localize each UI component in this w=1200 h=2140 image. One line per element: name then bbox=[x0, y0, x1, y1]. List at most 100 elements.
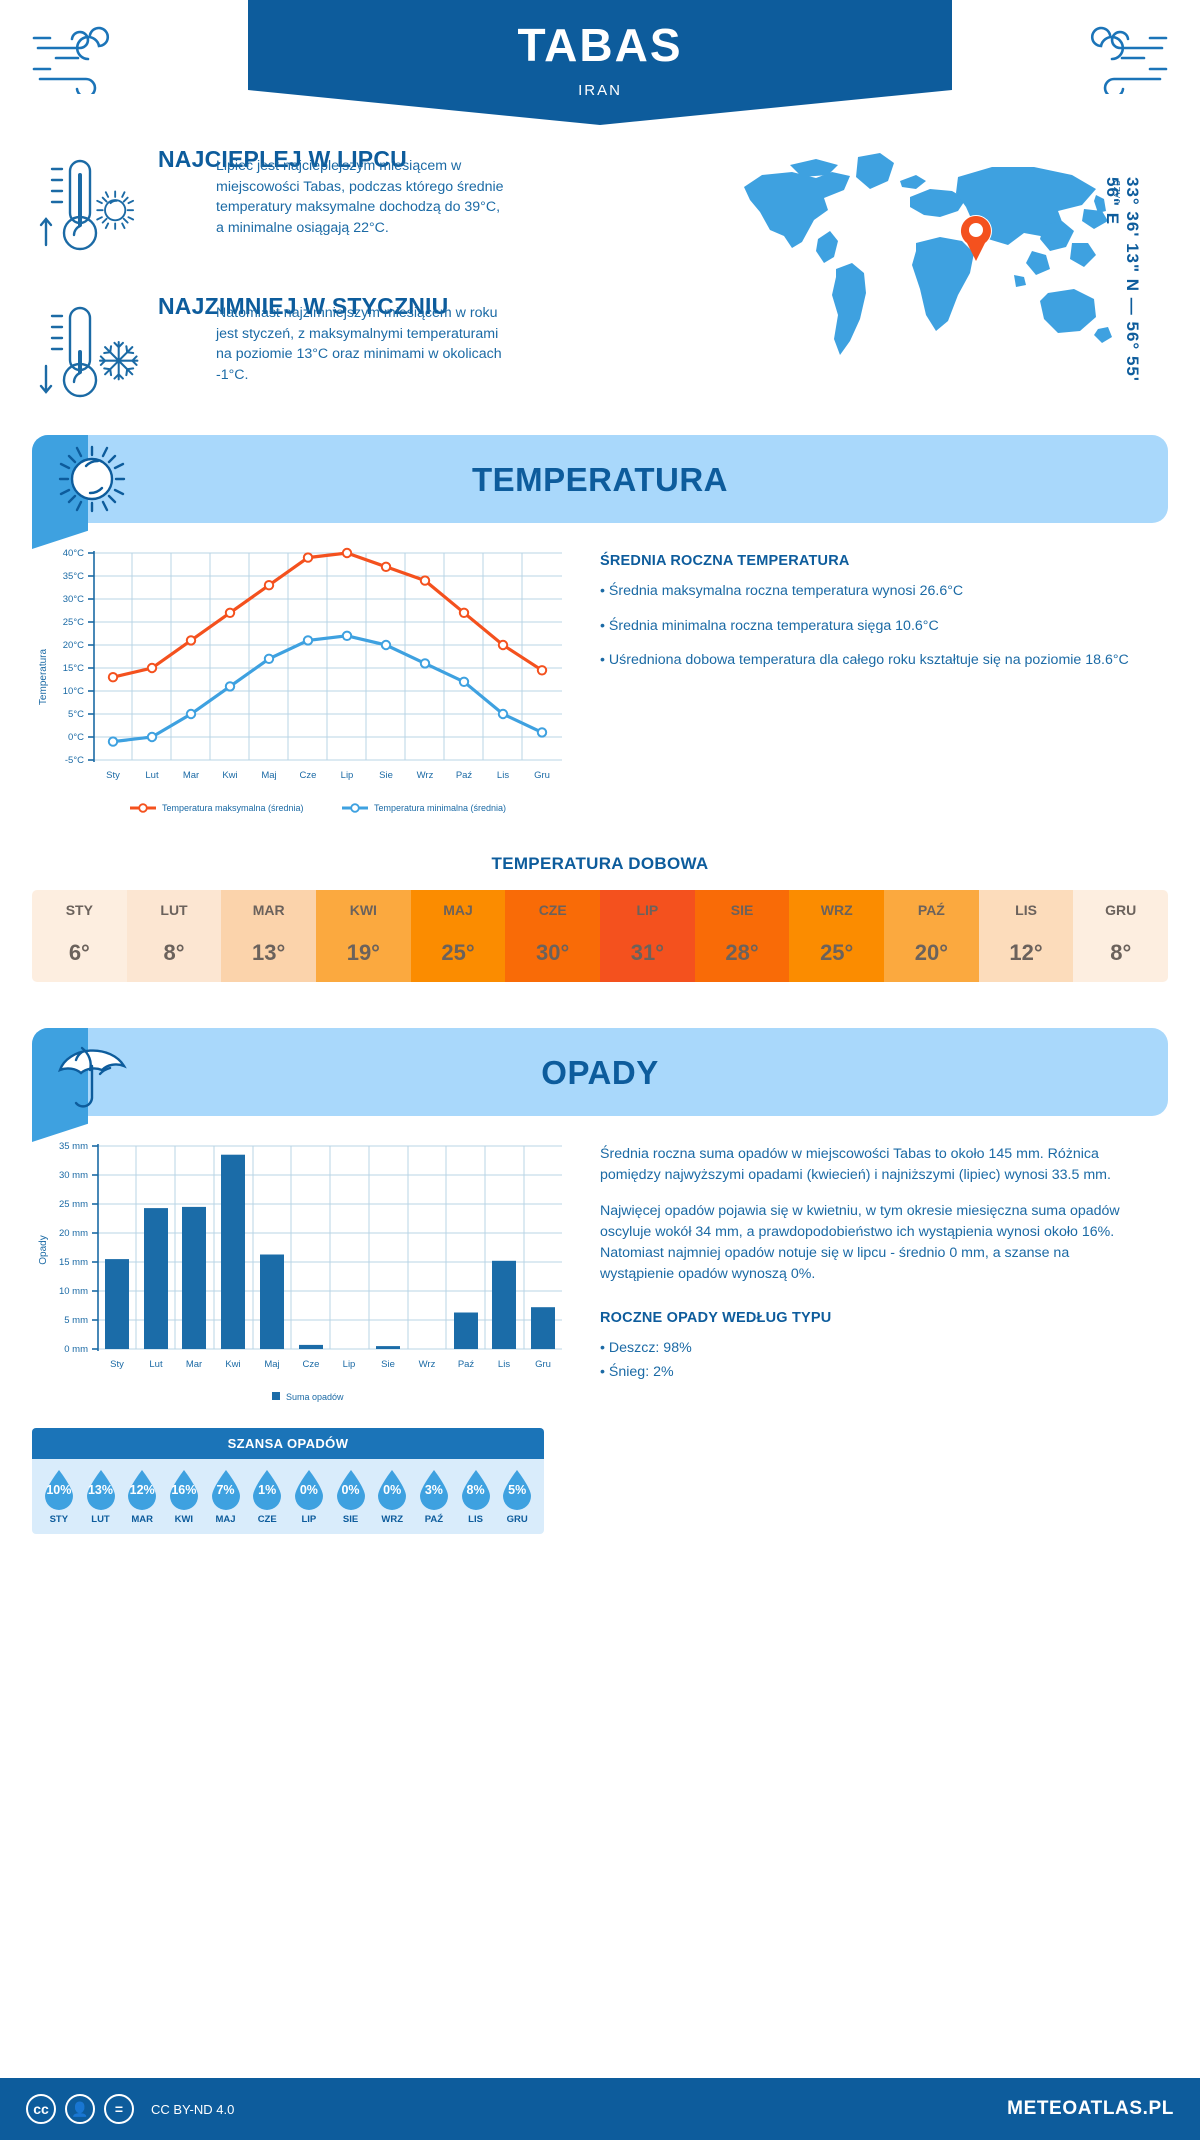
warmest-month-text: Lipiec jest najcieplejszym miesiącem w m… bbox=[216, 158, 504, 237]
water-drop-icon: 12% bbox=[124, 1468, 160, 1512]
svg-text:35 mm: 35 mm bbox=[59, 1141, 88, 1152]
table-column: MAR 13° bbox=[221, 890, 317, 982]
water-drop-icon: 8% bbox=[458, 1468, 494, 1512]
svg-text:Sty: Sty bbox=[110, 1359, 124, 1370]
rain-chance-panel: SZANSA OPADÓW 10% STY 13% LUT 12% MAR 16% KWI 7%… bbox=[32, 1428, 544, 1534]
rain-chance-value: 12% bbox=[129, 1483, 155, 1497]
rain-chance-month: WRZ bbox=[381, 1514, 404, 1525]
daily-temperature-table: STY 6° LUT 8° MAR 13° KWI 19° MAJ 25° CZE 30° LIP 31°… bbox=[32, 890, 1168, 982]
table-temp-value: 28° bbox=[725, 940, 759, 965]
rain-chance-value: 8% bbox=[466, 1483, 485, 1497]
rain-chance-value: 5% bbox=[508, 1483, 527, 1497]
thermometer-cold-icon bbox=[39, 306, 98, 398]
thermometer-hot-icon bbox=[39, 159, 98, 251]
precipitation-bars bbox=[105, 1154, 555, 1349]
country-label: IRAN bbox=[578, 82, 622, 99]
rain-chance-cell: 10% STY bbox=[38, 1468, 80, 1525]
series-max-line bbox=[112, 551, 543, 679]
svg-text:Cze: Cze bbox=[303, 1359, 320, 1370]
rain-chance-cell: 8% LIS bbox=[455, 1468, 497, 1525]
table-column: LIP 31° bbox=[600, 890, 695, 982]
water-drop-icon: 7% bbox=[208, 1468, 244, 1512]
rain-chance-title: SZANSA OPADÓW bbox=[32, 1428, 544, 1459]
license-label: CC BY-ND 4.0 bbox=[151, 2101, 235, 2117]
series-min-points bbox=[107, 630, 548, 747]
precipitation-chart: Opady bbox=[32, 1130, 572, 1410]
svg-text:5°C: 5°C bbox=[68, 709, 84, 720]
umbrella-icon bbox=[46, 1036, 138, 1117]
table-month-header: MAJ bbox=[443, 902, 473, 918]
water-drop-icon: 0% bbox=[333, 1468, 369, 1512]
water-drop-icon: 3% bbox=[416, 1468, 452, 1512]
rain-chance-value: 0% bbox=[299, 1483, 318, 1497]
section-title: TEMPERATURA bbox=[471, 461, 729, 498]
table-month-header: LUT bbox=[160, 902, 188, 918]
water-drop-icon: 1% bbox=[249, 1468, 285, 1512]
legend-label-max: Temperatura maksymalna (średnia) bbox=[162, 803, 304, 813]
water-drop-icon: 16% bbox=[166, 1468, 202, 1512]
table-column: LIS 12° bbox=[978, 890, 1074, 982]
table-temp-value: 25° bbox=[820, 940, 854, 965]
rain-chance-month: KWI bbox=[174, 1514, 194, 1525]
water-drop-icon: 13% bbox=[83, 1468, 119, 1512]
table-month-header: LIS bbox=[1015, 902, 1037, 918]
grid-lines bbox=[98, 1145, 562, 1350]
rain-chance-value: 16% bbox=[171, 1483, 197, 1497]
table-month-header: WRZ bbox=[820, 902, 853, 918]
svg-text:Lut: Lut bbox=[149, 1359, 163, 1370]
license-group: cc 👤 = CC BY-ND 4.0 bbox=[26, 2094, 234, 2124]
y-ticks bbox=[88, 552, 94, 761]
y-axis-label: Temperatura bbox=[38, 648, 49, 705]
series-max-points bbox=[107, 547, 548, 683]
cc-icon: cc bbox=[26, 2094, 56, 2124]
legend-label-min: Temperatura minimalna (średnia) bbox=[374, 803, 506, 813]
snowflake-icon bbox=[98, 340, 139, 381]
y-axis-label: Opady bbox=[38, 1235, 49, 1264]
svg-text:Maj: Maj bbox=[264, 1359, 279, 1370]
sun-icon bbox=[96, 190, 135, 230]
svg-text:Paź: Paź bbox=[456, 770, 473, 781]
table-temp-value: 8° bbox=[163, 940, 185, 965]
table-column: LUT 8° bbox=[126, 890, 222, 982]
y-tick-labels: 35 mm 30 mm 25 mm 20 mm 15 mm 10 mm 5 mm 0 m… bbox=[59, 1141, 88, 1355]
world-map-landmass bbox=[744, 153, 1112, 355]
table-month-header: KWI bbox=[349, 902, 377, 918]
rain-chance-cell: 0% LIP bbox=[288, 1468, 330, 1525]
svg-text:0°C: 0°C bbox=[68, 732, 84, 743]
section-title: OPADY bbox=[541, 1054, 659, 1091]
world-map: 33° 36' 13" N — 56° 55' 56" E JAZD bbox=[732, 147, 1152, 397]
table-temp-value: 25° bbox=[441, 940, 475, 965]
summary-title: ŚREDNIA ROCZNA TEMPERATURA bbox=[600, 553, 850, 569]
by-icon: 👤 bbox=[65, 2094, 95, 2124]
rain-chance-cell: 13% LUT bbox=[80, 1468, 122, 1525]
temperature-chart: Temperatura bbox=[32, 537, 572, 832]
svg-text:30 mm: 30 mm bbox=[59, 1170, 88, 1181]
precipitation-summary: Średnia roczna suma opadów w miejscowośc… bbox=[572, 1130, 1168, 1410]
wind-icon bbox=[1062, 22, 1172, 99]
svg-text:Maj: Maj bbox=[261, 770, 276, 781]
daily-table-title: TEMPERATURA DOBOWA bbox=[491, 854, 709, 873]
page-title: TABAS bbox=[517, 19, 683, 71]
summary-bullet: • Średnia minimalna roczna temperatura s… bbox=[600, 617, 939, 634]
coordinates-label: 33° 36' 13" N — 56° 55' 56" E bbox=[1103, 177, 1142, 382]
svg-text:Lis: Lis bbox=[497, 770, 509, 781]
water-drop-icon: 0% bbox=[374, 1468, 410, 1512]
city-banner: TABAS IRAN bbox=[248, 0, 952, 125]
brand-label: METEOATLAS.PL bbox=[1007, 2098, 1174, 2119]
rain-chance-value: 10% bbox=[46, 1483, 72, 1497]
table-temp-value: 8° bbox=[1110, 940, 1132, 965]
table-column: CZE 30° bbox=[505, 890, 601, 982]
table-temp-value: 6° bbox=[68, 940, 90, 965]
rain-chance-month: GRU bbox=[506, 1514, 528, 1525]
table-temp-value: 30° bbox=[536, 940, 570, 965]
rain-chance-month: STY bbox=[49, 1514, 69, 1525]
rain-chance-cell: 0% SIE bbox=[330, 1468, 372, 1525]
location-pin-icon bbox=[960, 215, 992, 261]
legend-label-precip: Suma opadów bbox=[286, 1392, 344, 1402]
rain-chance-month: SIE bbox=[342, 1514, 359, 1525]
svg-text:10 mm: 10 mm bbox=[59, 1286, 88, 1297]
table-month-header: PAŹ bbox=[917, 902, 945, 918]
table-month-header: CZE bbox=[538, 902, 567, 918]
svg-text:Gru: Gru bbox=[534, 770, 550, 781]
table-column: PAŹ 20° bbox=[884, 890, 979, 982]
